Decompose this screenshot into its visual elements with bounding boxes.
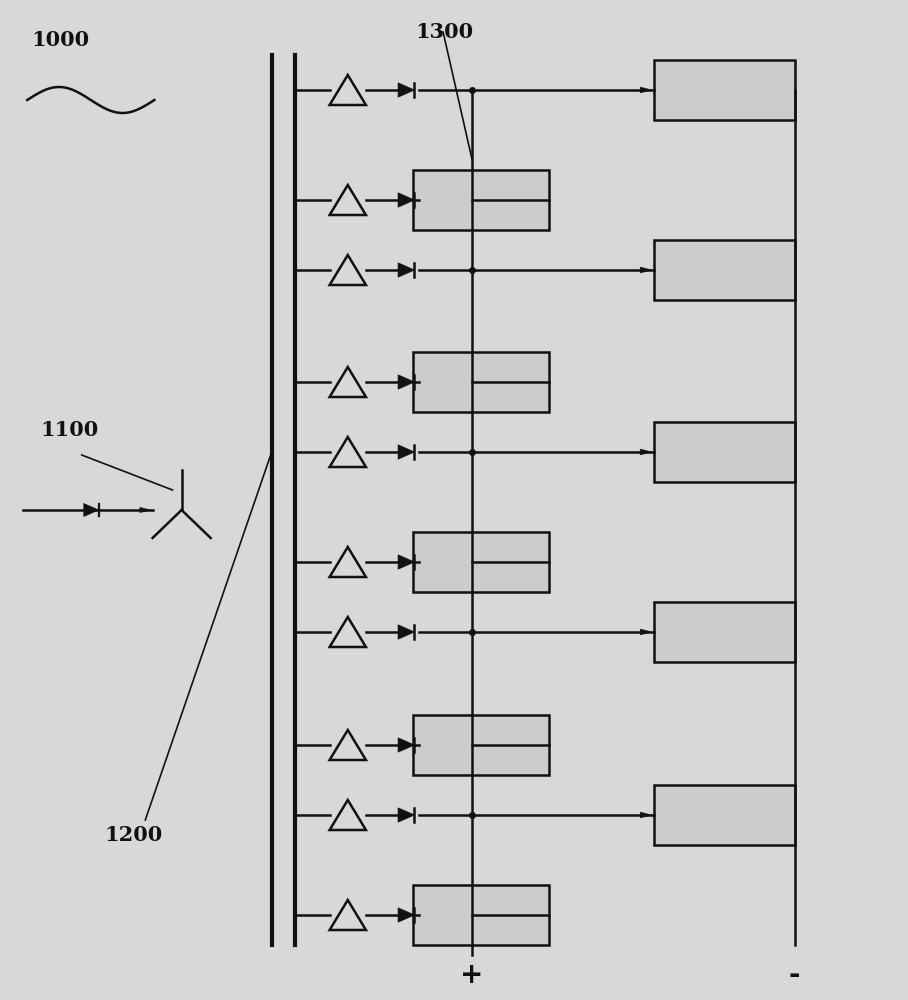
Bar [654,240,794,300]
Bar [413,532,549,592]
Text: -: - [789,961,800,989]
Text: 1200: 1200 [104,825,163,845]
Polygon shape [398,263,414,277]
Polygon shape [640,629,652,635]
Polygon shape [398,908,414,922]
Bar [654,422,794,482]
Bar [413,885,549,945]
Polygon shape [84,504,99,516]
Polygon shape [398,555,414,569]
Polygon shape [140,507,151,513]
Text: 1100: 1100 [41,420,99,440]
Polygon shape [398,808,414,822]
Polygon shape [640,87,652,93]
Text: 1000: 1000 [32,30,90,50]
Polygon shape [640,812,652,818]
Polygon shape [398,375,414,389]
Polygon shape [398,83,414,97]
Polygon shape [398,193,414,207]
Text: 1300: 1300 [416,22,474,42]
Bar [654,60,794,120]
Bar [413,352,549,412]
Bar [654,785,794,845]
Text: +: + [460,961,484,989]
Polygon shape [398,738,414,752]
Polygon shape [398,625,414,639]
Polygon shape [398,445,414,459]
Polygon shape [640,267,652,273]
Bar [654,602,794,662]
Bar [413,170,549,230]
Bar [413,715,549,775]
Polygon shape [640,449,652,455]
